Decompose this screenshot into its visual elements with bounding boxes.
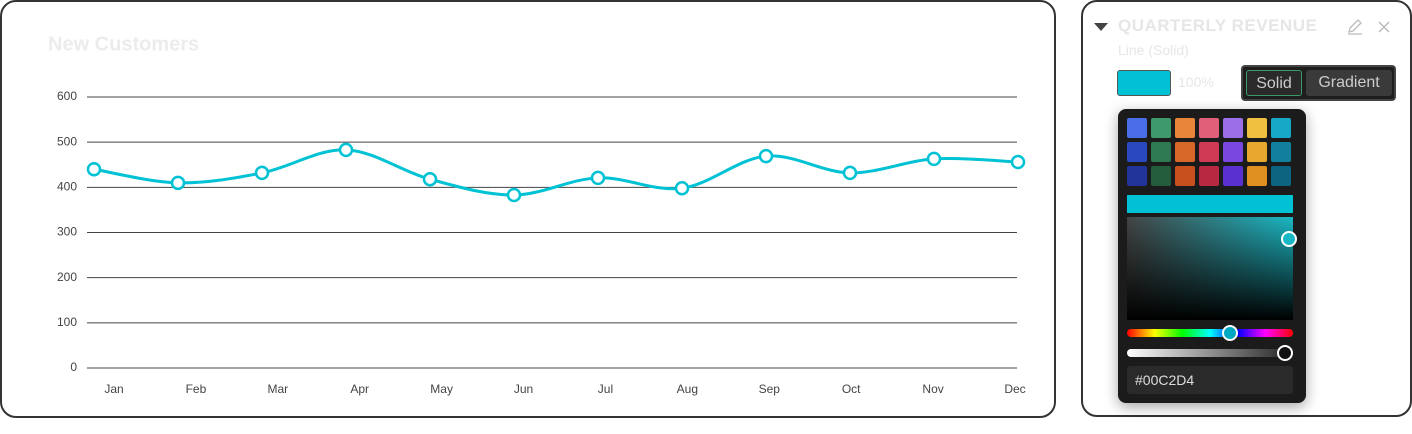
alpha-handle[interactable] bbox=[1277, 345, 1293, 361]
x-tick-label: Jan bbox=[104, 382, 123, 396]
palette-swatch[interactable] bbox=[1175, 118, 1195, 138]
y-tick-label: 200 bbox=[57, 270, 77, 284]
y-tick-label: 600 bbox=[57, 89, 77, 103]
palette-swatch[interactable] bbox=[1175, 142, 1195, 162]
data-point bbox=[590, 170, 606, 186]
hue-handle[interactable] bbox=[1222, 325, 1238, 341]
data-point bbox=[758, 148, 774, 164]
saturation-area[interactable] bbox=[1127, 217, 1293, 320]
data-point bbox=[86, 162, 102, 177]
saturation-handle[interactable] bbox=[1281, 231, 1297, 247]
palette-swatch[interactable] bbox=[1199, 118, 1219, 138]
palette-swatch[interactable] bbox=[1127, 142, 1147, 162]
palette-swatch[interactable] bbox=[1271, 142, 1291, 162]
data-point bbox=[926, 151, 942, 167]
palette-swatch[interactable] bbox=[1247, 118, 1267, 138]
palette-swatch[interactable] bbox=[1127, 118, 1147, 138]
collapse-icon[interactable] bbox=[1093, 20, 1109, 34]
palette-swatch[interactable] bbox=[1247, 166, 1267, 186]
palette-swatch[interactable] bbox=[1223, 142, 1243, 162]
chart-title: New Customers bbox=[48, 33, 199, 55]
palette-swatch[interactable] bbox=[1199, 142, 1219, 162]
alpha-slider[interactable] bbox=[1127, 349, 1293, 357]
x-tick-label: Jul bbox=[598, 382, 613, 396]
panel-subtitle: Line (Solid) bbox=[1118, 42, 1189, 58]
data-point bbox=[338, 142, 354, 158]
palette-swatch[interactable] bbox=[1247, 142, 1267, 162]
data-point bbox=[422, 171, 438, 187]
palette-swatch[interactable] bbox=[1151, 118, 1171, 138]
hex-input[interactable]: #00C2D4 bbox=[1127, 366, 1293, 394]
panel-title: QUARTERLY REVENUE bbox=[1118, 16, 1318, 35]
x-tick-label: Feb bbox=[186, 382, 207, 396]
solid-button[interactable]: Solid bbox=[1246, 70, 1302, 96]
palette-swatch[interactable] bbox=[1199, 166, 1219, 186]
palette-swatch[interactable] bbox=[1271, 166, 1291, 186]
x-tick-label: Sep bbox=[759, 382, 781, 396]
series-line bbox=[93, 148, 1019, 197]
x-tick-label: Dec bbox=[1004, 382, 1025, 396]
data-point bbox=[506, 187, 522, 203]
gradient-button[interactable]: Gradient bbox=[1306, 70, 1392, 96]
x-tick-label: Oct bbox=[842, 382, 861, 396]
palette-swatch[interactable] bbox=[1223, 118, 1243, 138]
y-tick-label: 300 bbox=[57, 225, 77, 239]
x-tick-label: May bbox=[430, 382, 453, 396]
y-tick-label: 0 bbox=[70, 360, 77, 374]
color-swatch[interactable] bbox=[1117, 70, 1171, 96]
chart-card: New Customers 0 100 200 300 400 500 600 Jan Feb M… bbox=[0, 0, 1056, 418]
y-tick-label: 100 bbox=[57, 315, 77, 329]
palette-swatch[interactable] bbox=[1151, 166, 1171, 186]
x-tick-label: Mar bbox=[267, 382, 288, 396]
palette-swatch[interactable] bbox=[1151, 142, 1171, 162]
chart: New Customers 0 100 200 300 400 500 600 Jan Feb M… bbox=[48, 33, 1026, 396]
data-point bbox=[842, 165, 858, 181]
close-icon[interactable] bbox=[1377, 20, 1391, 34]
edit-icon[interactable] bbox=[1346, 18, 1364, 36]
fill-toggle: Solid Gradient bbox=[1241, 65, 1396, 101]
x-tick-label: Apr bbox=[350, 382, 369, 396]
data-point bbox=[674, 180, 690, 196]
x-tick-label: Jun bbox=[514, 382, 533, 396]
data-point bbox=[1010, 154, 1026, 170]
data-point bbox=[170, 175, 186, 191]
color-picker: #00C2D4 bbox=[1118, 109, 1306, 403]
hue-slider[interactable] bbox=[1127, 329, 1293, 337]
current-color bbox=[1127, 195, 1293, 213]
opacity-label: 100% bbox=[1178, 74, 1214, 90]
palette-swatch[interactable] bbox=[1127, 166, 1147, 186]
palette-swatch[interactable] bbox=[1271, 118, 1291, 138]
y-tick-label: 500 bbox=[57, 134, 77, 148]
x-tick-label: Nov bbox=[922, 382, 943, 396]
data-point bbox=[254, 165, 270, 181]
palette-swatch[interactable] bbox=[1175, 166, 1195, 186]
x-tick-label: Aug bbox=[677, 382, 698, 396]
palette-swatch[interactable] bbox=[1223, 166, 1243, 186]
y-tick-label: 400 bbox=[57, 180, 77, 194]
